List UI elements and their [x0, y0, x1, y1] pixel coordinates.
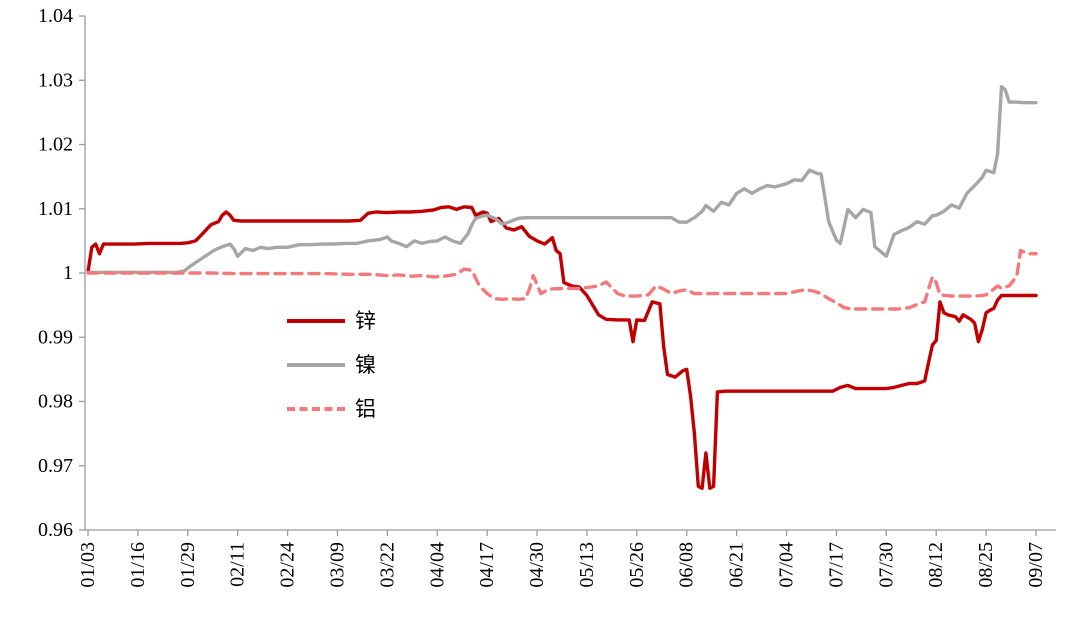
x-axis-label: 02/24	[277, 542, 299, 588]
chart-legend: 锌 镍 铝	[287, 306, 376, 438]
legend-label-aluminum: 铝	[355, 397, 376, 421]
x-axis-label: 02/11	[227, 542, 249, 587]
legend-item-nickel: 镍	[287, 350, 376, 380]
x-axis-label: 04/17	[476, 542, 498, 588]
y-axis-label: 1.02	[38, 134, 73, 156]
x-axis-label: 08/25	[975, 542, 997, 588]
legend-label-zinc: 锌	[355, 309, 376, 333]
x-axis-label: 06/08	[676, 542, 698, 588]
x-axis-label: 03/09	[326, 542, 348, 588]
legend-item-aluminum: 铝	[287, 394, 376, 424]
zinc-line	[86, 205, 1038, 490]
x-axis-label: 03/22	[376, 542, 398, 588]
x-axis-label: 05/13	[576, 542, 598, 588]
nickel-line	[86, 85, 1038, 275]
x-axis-label: 08/12	[925, 542, 947, 588]
y-axis-label: 1.03	[38, 69, 73, 91]
x-axis-label: 01/03	[77, 542, 99, 588]
zinc-line-swatch	[287, 319, 345, 323]
x-axis-label: 01/16	[127, 542, 149, 588]
x-axis-label: 06/21	[726, 542, 748, 588]
y-axis-label: 0.96	[38, 519, 73, 541]
x-axis-label: 04/30	[526, 542, 548, 588]
x-axis-label: 07/04	[776, 542, 798, 588]
legend-label-nickel: 镍	[355, 353, 376, 377]
aluminum-line-swatch	[287, 407, 345, 411]
x-axis-label: 04/04	[426, 542, 448, 588]
y-axis-label: 1.04	[38, 5, 73, 27]
x-axis-label: 07/17	[825, 542, 847, 588]
y-axis-label: 1.01	[38, 198, 73, 220]
x-axis-label: 05/26	[626, 542, 648, 588]
y-axis-label: 1	[63, 262, 73, 284]
legend-item-zinc: 锌	[287, 306, 376, 336]
nickel-line-swatch	[287, 363, 345, 367]
x-axis-label: 09/07	[1025, 542, 1047, 588]
x-axis-label: 01/29	[177, 542, 199, 588]
aluminum-line	[86, 248, 1038, 311]
x-axis-label: 07/30	[875, 542, 897, 588]
y-axis-label: 0.99	[38, 326, 73, 348]
y-axis-label: 0.97	[38, 455, 73, 477]
y-axis-label: 0.98	[38, 391, 73, 413]
